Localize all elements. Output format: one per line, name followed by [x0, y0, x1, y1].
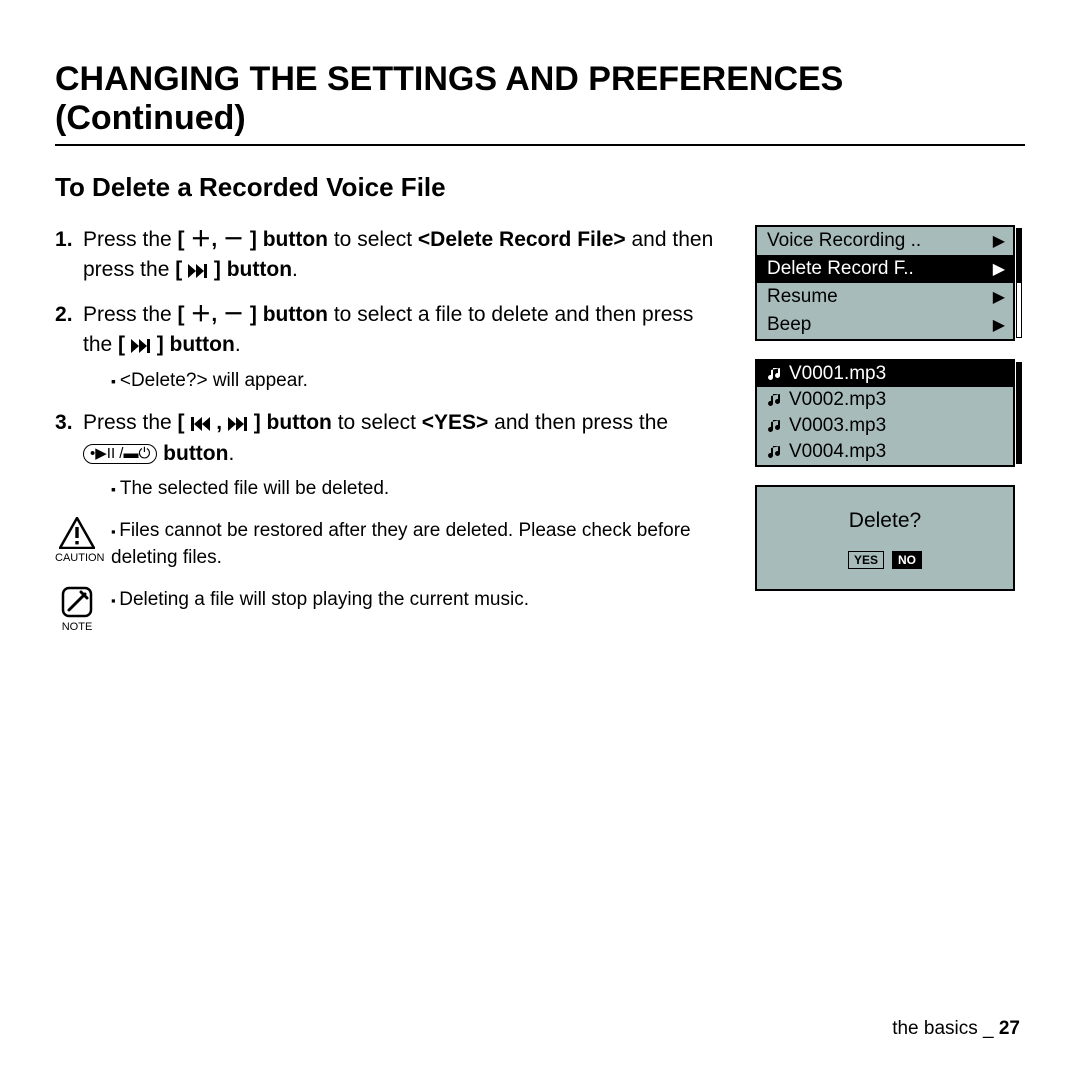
step-2-sub: <Delete?> will appear.	[83, 367, 725, 395]
next-track-icon	[188, 264, 208, 278]
music-note-icon	[767, 366, 783, 382]
note-callout: NOTE Deleting a file will stop playing t…	[55, 586, 725, 636]
file-row: V0002.mp3	[757, 387, 1013, 413]
note-icon	[61, 586, 93, 618]
screens-column: Voice Recording ..▶Delete Record F..▶Res…	[755, 225, 1025, 636]
files-screen: V0001.mp3V0002.mp3V0003.mp3V0004.mp3	[755, 359, 1015, 467]
step-3-sub: The selected file will be deleted.	[83, 475, 725, 503]
menu-screen: Voice Recording ..▶Delete Record F..▶Res…	[755, 225, 1015, 341]
next-track-icon	[131, 339, 151, 353]
instructions-column: Press the [ ＋, － ] button to select <Del…	[55, 225, 725, 636]
file-row: V0001.mp3	[757, 361, 1013, 387]
play-power-button-icon: •▶II /▬⏻	[83, 444, 157, 464]
prev-track-icon	[190, 417, 210, 431]
caution-icon	[59, 517, 95, 549]
music-note-icon	[767, 418, 783, 434]
delete-dialog-screen: Delete? YES NO	[755, 485, 1015, 591]
page-footer: the basics _ 27	[892, 1018, 1020, 1040]
menu-row: Delete Record F..▶	[757, 255, 1013, 283]
music-note-icon	[767, 444, 783, 460]
dialog-question: Delete?	[767, 509, 1003, 533]
menu-row: Voice Recording ..▶	[757, 227, 1013, 255]
menu-row: Beep▶	[757, 311, 1013, 339]
scrollbar	[1016, 228, 1022, 338]
music-note-icon	[767, 392, 783, 408]
dialog-no: NO	[892, 551, 922, 569]
scrollbar	[1016, 362, 1022, 464]
menu-row: Resume▶	[757, 283, 1013, 311]
step-3: Press the [ , ] button to select <YES> a…	[55, 408, 725, 502]
file-row: V0003.mp3	[757, 413, 1013, 439]
dialog-yes: YES	[848, 551, 884, 569]
next-track-icon	[228, 417, 248, 431]
step-1: Press the [ ＋, － ] button to select <Del…	[55, 225, 725, 286]
page-title: CHANGING THE SETTINGS AND PREFERENCES (C…	[55, 60, 1025, 146]
caution-callout: CAUTION Files cannot be restored after t…	[55, 517, 725, 572]
section-title: To Delete a Recorded Voice File	[55, 172, 1025, 203]
step-2: Press the [ ＋, － ] button to select a fi…	[55, 300, 725, 394]
file-row: V0004.mp3	[757, 439, 1013, 465]
